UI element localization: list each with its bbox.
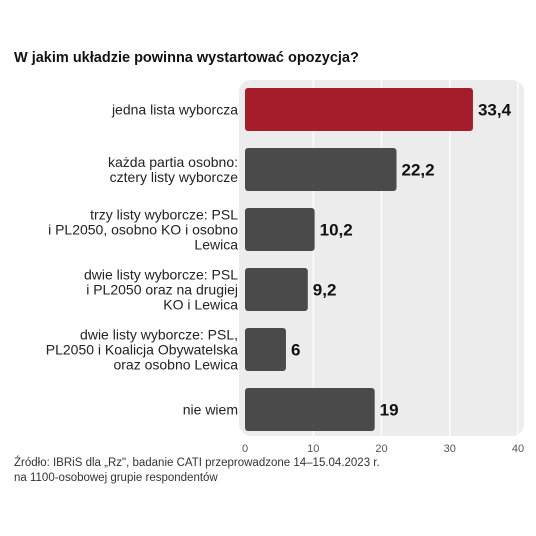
source-line-2: na 1100-osobowej grupie respondentów: [14, 472, 218, 484]
x-tick-label: 20: [375, 443, 387, 455]
category-label: trzy listy wyborcze: PSL: [90, 207, 238, 223]
bar: [245, 208, 315, 251]
x-tick-label: 10: [307, 443, 319, 455]
category-label: każda partia osobno:: [108, 154, 238, 170]
bar: [245, 328, 286, 371]
category-label: nie wiem: [183, 402, 238, 418]
category-label: jedna lista wyborcza: [111, 102, 238, 118]
category-label: i PL2050 oraz na drugiej: [86, 282, 238, 298]
category-label: dwie listy wyborcze: PSL: [84, 267, 238, 283]
category-label: i PL2050, osobno KO i osobno: [48, 222, 238, 238]
chart-title: W jakim układzie powinna wystartować opo…: [14, 50, 359, 66]
bar: [245, 148, 397, 191]
x-tick-label: 0: [242, 443, 248, 455]
category-label: Lewica: [194, 237, 238, 253]
category-label: dwie listy wyborcze: PSL,: [80, 327, 238, 343]
bar: [245, 88, 473, 131]
x-tick-label: 40: [512, 443, 524, 455]
source-line-1: Źródło: IBRiS dla „Rz", badanie CATI prz…: [14, 457, 380, 469]
value-label: 9,2: [313, 281, 337, 300]
value-label: 22,2: [402, 161, 435, 180]
x-tick-label: 30: [444, 443, 456, 455]
category-label: KO i Lewica: [163, 297, 238, 313]
value-label: 33,4: [478, 101, 512, 120]
bar: [245, 388, 375, 431]
category-label: oraz osobno Lewica: [113, 357, 238, 373]
bar: [245, 268, 308, 311]
value-label: 19: [380, 401, 399, 420]
category-label: cztery listy wyborcze: [110, 169, 239, 185]
value-label: 10,2: [320, 221, 353, 240]
source-note: Źródło: IBRiS dla „Rz", badanie CATI prz…: [14, 456, 380, 486]
value-label: 6: [291, 341, 300, 360]
category-label: PL2050 i Koalicja Obywatelska: [46, 342, 238, 358]
